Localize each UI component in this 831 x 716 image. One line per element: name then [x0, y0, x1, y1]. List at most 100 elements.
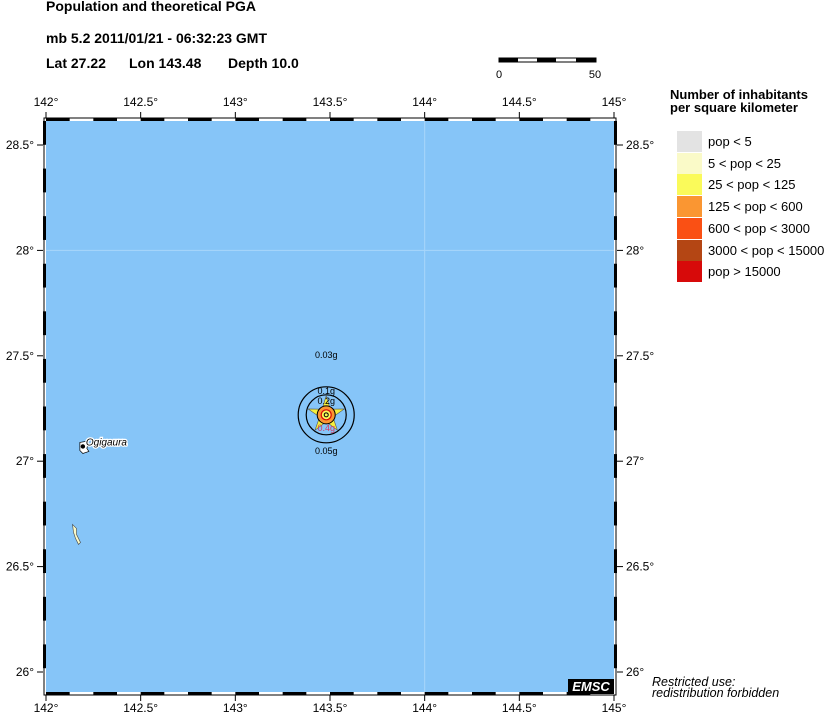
legend-label: 25 < pop < 125: [708, 177, 796, 193]
epicenter-center: [323, 412, 329, 418]
border-dash: [472, 118, 496, 121]
border-dash: [46, 118, 70, 121]
legend-title-line1: Number of inhabitants: [670, 87, 808, 102]
border-dash: [614, 358, 617, 383]
lon-tick-label-top: 143°: [223, 95, 248, 109]
legend-item: 25 < pop < 125: [677, 174, 831, 196]
border-dash: [282, 692, 307, 695]
border-dash: [43, 549, 46, 574]
legend-label: 3000 < pop < 15000: [708, 242, 825, 258]
border-dash: [282, 118, 307, 121]
border-dash: [472, 692, 496, 695]
lon-tick-label-bottom: 143°: [223, 701, 248, 715]
legend-swatch: [677, 196, 702, 218]
legend-swatch: [677, 152, 702, 174]
legend-item: 125 < pop < 600: [677, 196, 831, 218]
lat-tick-label-left: 28.5°: [6, 138, 34, 152]
legend-swatch: [677, 174, 702, 196]
border-dash: [43, 454, 46, 478]
legend-item: pop > 15000: [677, 261, 831, 283]
restricted-notice: Restricted use: redistribution forbidden: [652, 676, 780, 700]
legend-title-line2: per square kilometer: [670, 100, 798, 115]
legend-label: pop < 5: [708, 134, 752, 149]
border-dash: [614, 406, 617, 431]
border-dash: [614, 216, 617, 240]
lon-tick-label-top: 144.5°: [502, 95, 537, 109]
border-dash: [330, 692, 354, 695]
border-dash: [235, 118, 259, 121]
border-dash: [140, 692, 165, 695]
lat-tick-label-right: 28.5°: [626, 138, 654, 152]
lon-tick-label-bottom: 143.5°: [313, 701, 348, 715]
legend-label: pop > 15000: [708, 264, 781, 280]
border-dash: [614, 596, 617, 621]
lon-tick-label-top: 144°: [412, 95, 437, 109]
legend-label: 125 < pop < 600: [708, 199, 803, 215]
place-marker: [80, 444, 86, 449]
pga-label: 0.4g: [317, 423, 335, 433]
lat-tick-label-left: 27.5°: [6, 349, 34, 363]
border-dash: [519, 692, 543, 695]
figure-title: Population and theoretical PGA: [46, 0, 257, 14]
border-dash: [43, 358, 46, 383]
scale-start: 0: [496, 69, 502, 81]
legend-item: 3000 < pop < 15000: [677, 239, 831, 261]
border-dash: [93, 118, 117, 121]
lat-label: Lat 27.22: [46, 55, 106, 71]
pga-label: 0.1g: [317, 386, 335, 396]
border-dash: [43, 406, 46, 431]
lat-tick-label-right: 27°: [626, 454, 644, 468]
lon-label: Lon 143.48: [129, 55, 202, 71]
border-dash: [614, 263, 617, 288]
lat-tick-label-right: 26.5°: [626, 560, 654, 574]
border-dash: [43, 168, 46, 193]
lon-tick-label-top: 143.5°: [313, 95, 348, 109]
pga-contour-0.05g: [297, 386, 355, 444]
border-dash: [188, 692, 212, 695]
border-dash: [46, 692, 70, 695]
legend-swatch: [677, 131, 702, 152]
border-dash: [43, 216, 46, 240]
emsc-logo: EMSC: [568, 679, 614, 694]
scale-bar: 0 50: [496, 57, 601, 81]
border-dash: [566, 118, 591, 121]
pga-label: 0.03g: [315, 350, 338, 360]
border-dash: [424, 118, 449, 121]
border-dash: [43, 501, 46, 526]
border-dash: [424, 692, 449, 695]
legend-title: Number of inhabitants per square kilomet…: [670, 88, 808, 114]
lat-tick-label-left: 26.5°: [6, 560, 34, 574]
lat-tick-label-left: 26°: [16, 665, 34, 679]
lat-tick-label-right: 28°: [626, 243, 644, 257]
legend-item: 5 < pop < 25: [677, 152, 831, 174]
border-dash: [614, 311, 617, 336]
legend-label: 5 < pop < 25: [708, 155, 782, 171]
legend-swatch: [677, 217, 702, 239]
border-dash: [377, 692, 401, 695]
legend-item: 600 < pop < 3000: [677, 217, 831, 239]
border-dash: [188, 118, 212, 121]
border-dash: [614, 549, 617, 574]
restricted-line2: redistribution forbidden: [652, 686, 780, 700]
event-info: mb 5.2 2011/01/21 - 06:32:23 GMT: [46, 30, 268, 46]
border-dash: [519, 118, 543, 121]
border-dash: [614, 501, 617, 526]
border-dash: [43, 311, 46, 336]
border-dash: [614, 454, 617, 478]
border-dash: [330, 118, 354, 121]
legend-label: 600 < pop < 3000: [708, 220, 810, 236]
island-hahajima: [72, 523, 81, 545]
lat-tick-label-left: 28°: [16, 243, 34, 257]
lon-tick-label-bottom: 144.5°: [502, 701, 537, 715]
lon-tick-label-top: 142.5°: [123, 95, 158, 109]
border-dash: [93, 692, 117, 695]
legend-item: pop < 5: [677, 131, 831, 152]
depth-label: Depth 10.0: [228, 55, 299, 71]
pga-label: 0.05g: [315, 446, 338, 456]
lon-tick-label-top: 145°: [602, 95, 627, 109]
pga-contour-0.4g: [320, 409, 332, 421]
legend-swatch: [677, 239, 702, 261]
lon-tick-label-bottom: 145°: [602, 701, 627, 715]
border-dash: [614, 644, 617, 669]
